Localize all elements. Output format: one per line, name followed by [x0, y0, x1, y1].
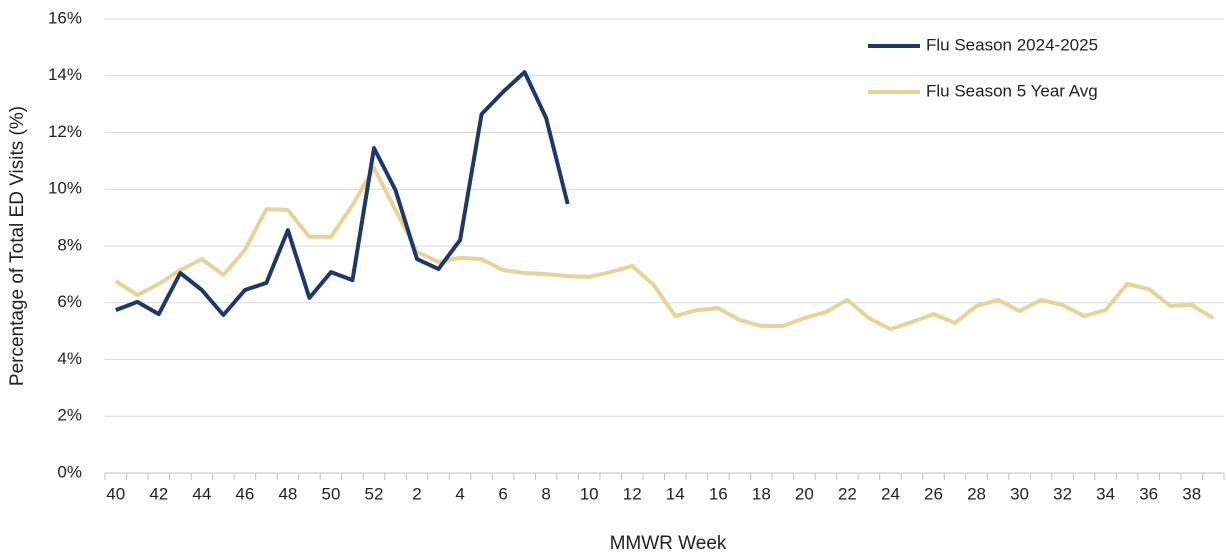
x-tick-label: 44	[192, 484, 211, 503]
legend-label: Flu Season 2024-2025	[926, 35, 1098, 54]
y-tick-label: 0%	[57, 462, 82, 481]
x-tick-label: 32	[1053, 484, 1072, 503]
x-tick-label: 38	[1182, 484, 1201, 503]
x-axis-title: MMWR Week	[610, 533, 727, 554]
x-tick-label: 42	[149, 484, 168, 503]
y-axis-title: Percentage of Total ED Visits (%)	[7, 106, 28, 386]
x-tick-label: 12	[623, 484, 642, 503]
x-tick-label: 34	[1096, 484, 1115, 503]
x-tick-label: 48	[278, 484, 297, 503]
x-tick-label: 28	[967, 484, 986, 503]
x-tick-label: 8	[541, 484, 550, 503]
series-line	[114, 166, 1215, 332]
series-line	[115, 70, 570, 317]
y-tick-label: 10%	[48, 179, 82, 198]
x-tick-label: 14	[666, 484, 685, 503]
x-tick-label: 18	[752, 484, 771, 503]
x-tick-label: 40	[106, 484, 125, 503]
y-tick-label: 14%	[48, 65, 82, 84]
x-tick-label: 26	[924, 484, 943, 503]
x-tick-label: 50	[321, 484, 340, 503]
legend-label: Flu Season 5 Year Avg	[926, 81, 1098, 100]
x-tick-label: 2	[412, 484, 421, 503]
x-tick-label: 36	[1139, 484, 1158, 503]
x-tick-label: 16	[709, 484, 728, 503]
x-tick-label: 4	[455, 484, 464, 503]
x-tick-label: 10	[580, 484, 599, 503]
y-tick-label: 12%	[48, 122, 82, 141]
x-tick-label: 46	[235, 484, 254, 503]
y-tick-label: 2%	[57, 406, 82, 425]
x-tick-label: 20	[795, 484, 814, 503]
y-tick-label: 16%	[48, 8, 82, 27]
y-tick-label: 6%	[57, 292, 82, 311]
x-tick-label: 52	[365, 484, 384, 503]
x-tick-label: 30	[1010, 484, 1029, 503]
x-tick-label: 22	[838, 484, 857, 503]
x-tick-label: 6	[498, 484, 507, 503]
y-tick-label: 4%	[57, 349, 82, 368]
x-tick-label: 24	[881, 484, 900, 503]
y-tick-label: 8%	[57, 235, 82, 254]
